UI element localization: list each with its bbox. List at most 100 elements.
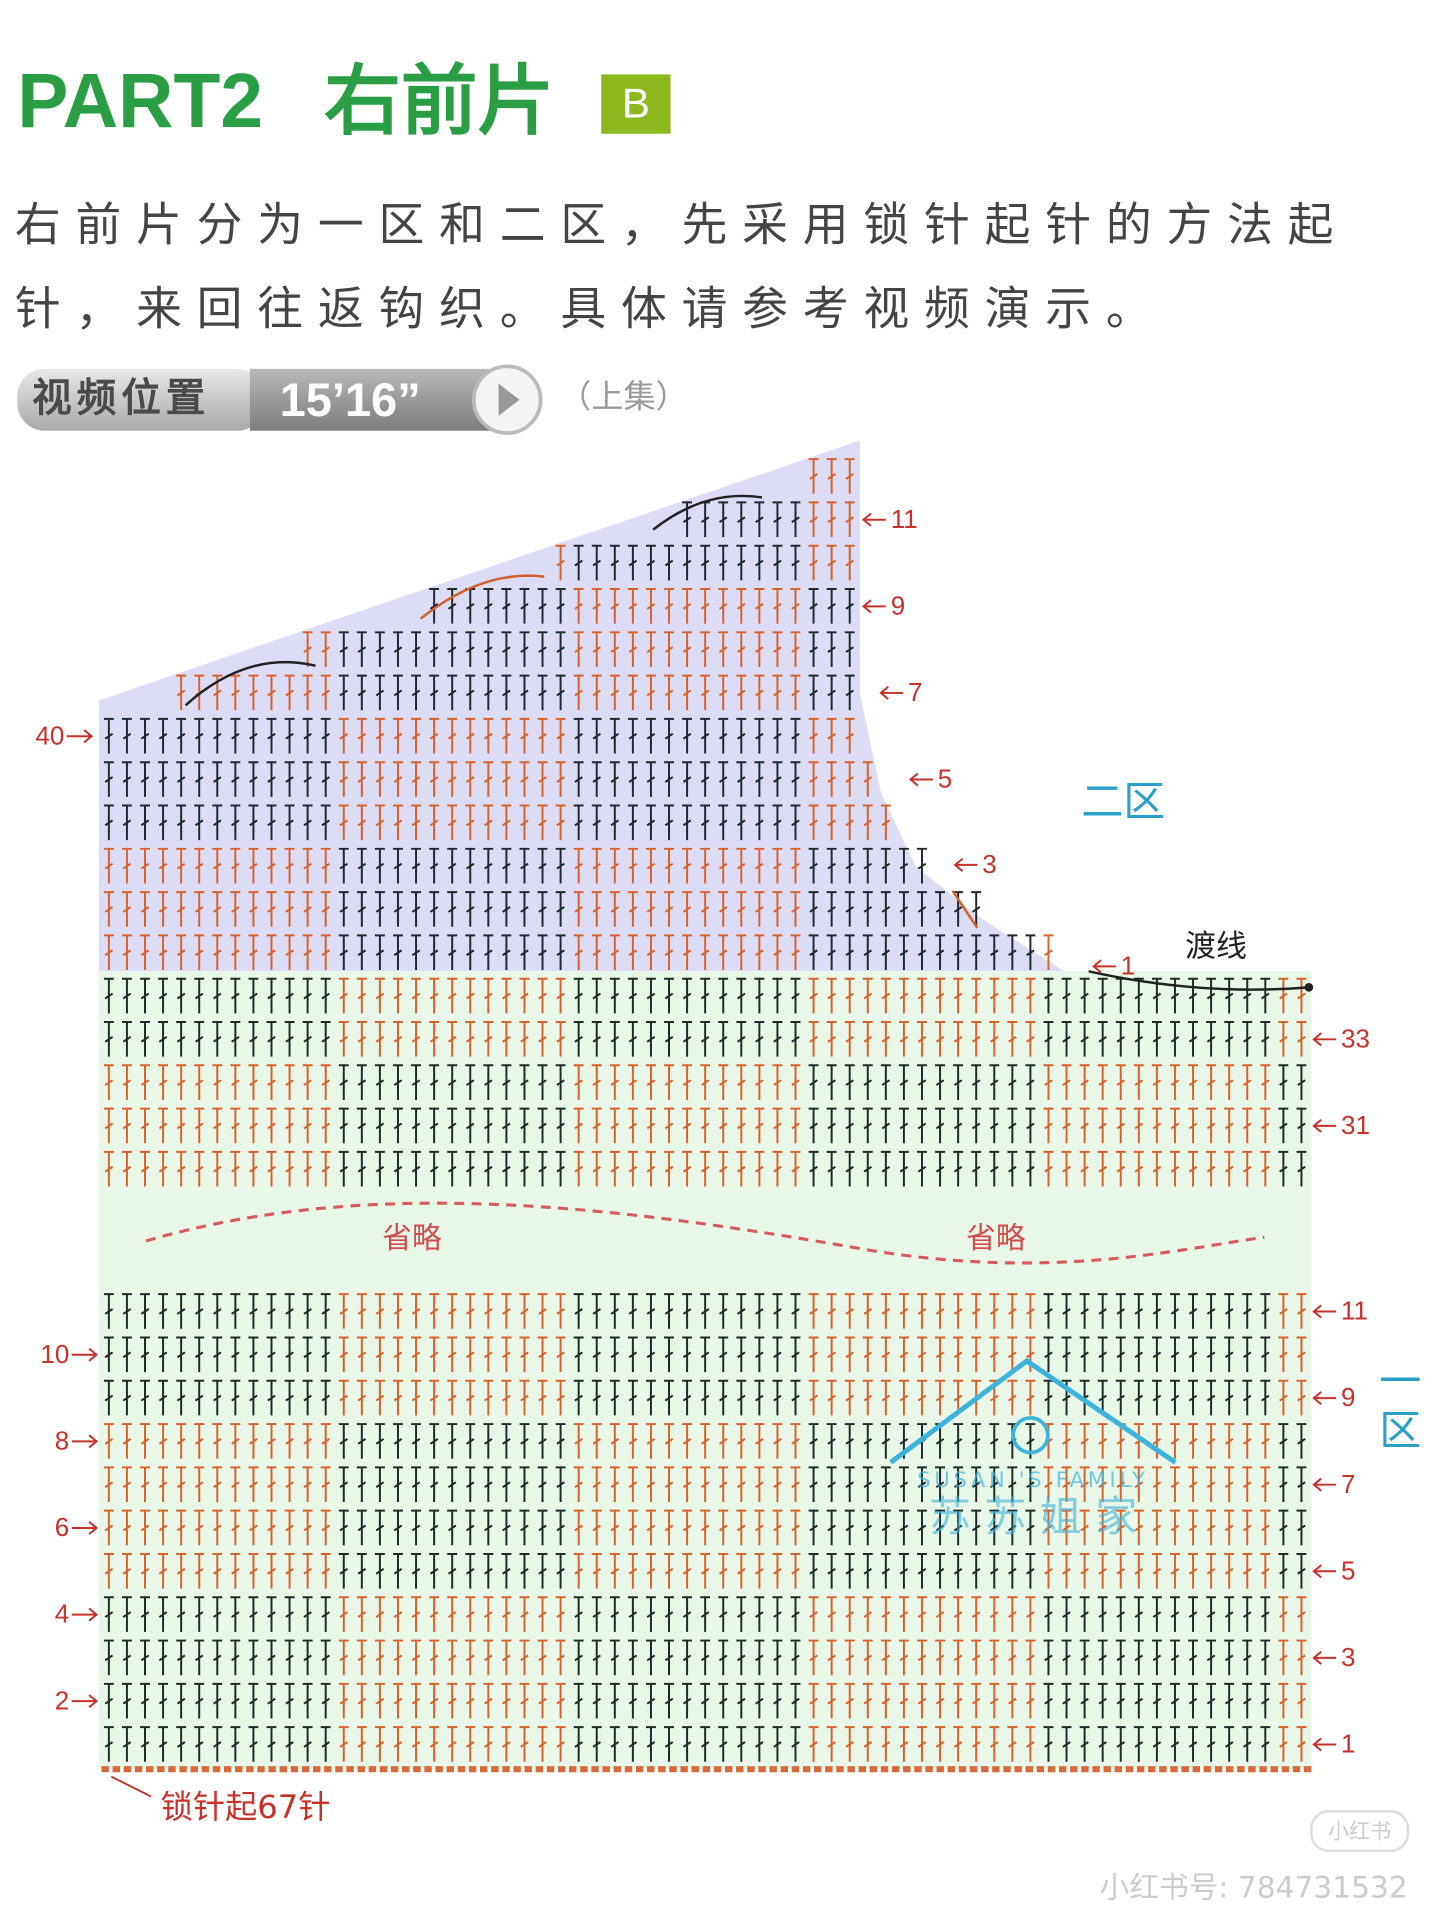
- stitch-row: [338, 1639, 1307, 1676]
- crossover-label: 渡线: [1185, 928, 1247, 964]
- stitch-row: [338, 977, 1307, 1014]
- row-number: 7: [908, 677, 922, 707]
- stitch-row: [103, 1466, 1271, 1502]
- turn-arc: [652, 494, 763, 531]
- stitch-row: [338, 1466, 1307, 1502]
- row-number: 5: [1341, 1555, 1355, 1585]
- watermark-app: 小红书: [1328, 1818, 1391, 1843]
- row-number: 8: [55, 1425, 69, 1455]
- stitch-row: [338, 847, 927, 884]
- row-number: 3: [982, 849, 996, 879]
- row-arrow: [66, 729, 94, 744]
- row-number: 1: [1121, 950, 1135, 980]
- row-arrow: [908, 772, 933, 787]
- stitch-row: [338, 1509, 1307, 1546]
- badge: [601, 74, 671, 134]
- stitch-row: [103, 1379, 1271, 1416]
- stitch-grid: [103, 458, 1307, 1762]
- crossover-line: [1088, 970, 1309, 991]
- crossover-dot: [1304, 983, 1314, 992]
- watermark-id: 小红书号: 784731532: [1100, 1871, 1408, 1906]
- row-arrow: [1312, 1032, 1337, 1047]
- stitch-row: [338, 1021, 1307, 1057]
- stitch-row: [338, 1293, 1307, 1329]
- zone2-label: 二区: [1081, 777, 1165, 826]
- stitch-row: [338, 1336, 1307, 1373]
- logo-roof: [889, 1357, 1177, 1465]
- stitch-row: [573, 588, 801, 624]
- stitch-row: [555, 544, 855, 581]
- stitch-row: [103, 1021, 1271, 1057]
- logo-ball: [1011, 1416, 1050, 1455]
- stitch-row: [103, 1293, 1271, 1329]
- play-icon: [498, 383, 520, 416]
- description-line: 针，来回往返钩织。具体请参考视频演示。: [15, 282, 1167, 335]
- logo-name: 苏 苏 姐 家: [929, 1492, 1137, 1541]
- stitch-row: [103, 891, 801, 927]
- description-line: 右前片分为一区和二区，先采用锁针起针的方法起: [15, 198, 1348, 251]
- stitch-row: [808, 458, 855, 494]
- stitch-row: [573, 544, 801, 581]
- turn-arc: [951, 890, 979, 929]
- row-number: 1: [1341, 1729, 1355, 1759]
- zone2-area: [98, 440, 1064, 972]
- turn-arc: [184, 660, 316, 707]
- omitted-label: 省略: [382, 1221, 442, 1256]
- row-arrow: [953, 857, 978, 872]
- stitch-row: [338, 631, 855, 667]
- stitch-row: [338, 717, 855, 754]
- row-arrow: [71, 1521, 99, 1535]
- row-arrow: [861, 599, 886, 614]
- stitch-row: [302, 631, 801, 667]
- turn-arc: [419, 574, 545, 620]
- stitch-row: [103, 1596, 1271, 1632]
- stitch-row: [103, 1509, 1271, 1546]
- stitch-row: [103, 934, 1054, 971]
- zone1-label: 一区: [1373, 1358, 1422, 1457]
- stitch-row: [338, 1379, 1307, 1416]
- row-number: 3: [1341, 1642, 1355, 1672]
- row-number: 9: [891, 590, 905, 620]
- row-number: 40: [35, 720, 64, 750]
- stitch-row: [338, 761, 873, 797]
- part-title: 右前片: [324, 58, 554, 147]
- row-arrow: [1312, 1118, 1337, 1133]
- row-arrow: [71, 1434, 99, 1449]
- stitch-row: [103, 1336, 1271, 1373]
- row-arrow: [71, 1347, 99, 1362]
- logo-brand: SUSAN 'S FAMILY: [917, 1467, 1148, 1492]
- row-number: 7: [1341, 1469, 1355, 1499]
- stitch-row: [808, 501, 855, 538]
- row-arrow: [1092, 959, 1116, 974]
- row-arrow: [879, 685, 904, 700]
- row-arrow: [861, 512, 886, 527]
- omitted-label: 省略: [966, 1221, 1026, 1256]
- stitch-row: [338, 1107, 1307, 1144]
- row-arrow: [1312, 1737, 1337, 1752]
- stitch-row: [103, 1639, 1271, 1676]
- stitch-row: [338, 1726, 1307, 1762]
- row-number: 33: [1341, 1023, 1370, 1053]
- row-number: 31: [1341, 1110, 1370, 1140]
- stitch-row: [103, 804, 801, 841]
- row-number: 2: [55, 1685, 69, 1715]
- row-number: 10: [40, 1339, 69, 1369]
- row-number: 11: [1341, 1296, 1368, 1326]
- stitch-row: [338, 934, 1036, 971]
- stitch-row: [338, 1596, 1307, 1632]
- foundation-label: 锁针起67针: [161, 1788, 331, 1826]
- stitch-row: [338, 674, 855, 711]
- stitch-row: [103, 761, 801, 797]
- badge-text: B: [622, 80, 650, 127]
- row-arrow: [1312, 1564, 1337, 1579]
- stitch-row: [338, 1552, 1307, 1589]
- video-pill-time: [249, 368, 510, 431]
- stitch-row: [338, 1064, 1307, 1100]
- part-label: PART2: [17, 59, 263, 144]
- row-number: 4: [55, 1599, 69, 1629]
- row-arrow: [1312, 1391, 1337, 1406]
- row-number: 9: [1341, 1382, 1355, 1412]
- stitch-row: [103, 717, 801, 754]
